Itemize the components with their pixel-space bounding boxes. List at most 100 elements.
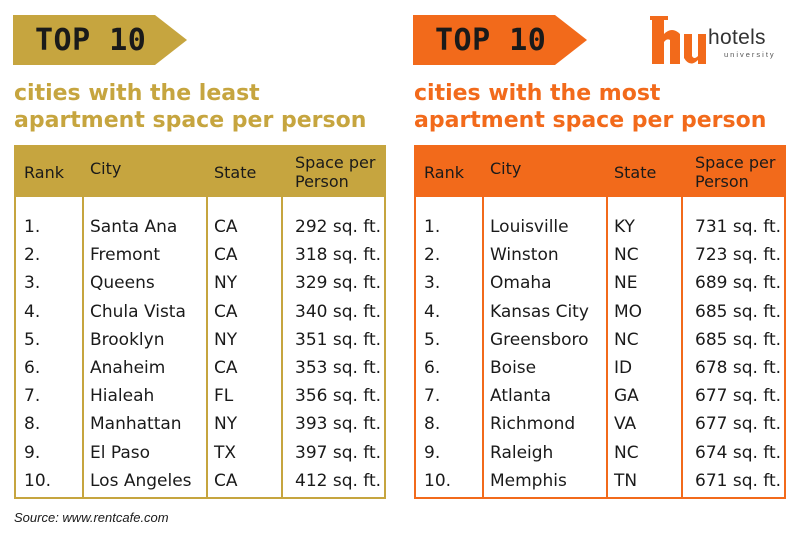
cell-rank: 8. (424, 414, 441, 435)
cell-rank: 2. (424, 245, 441, 266)
column-divider (281, 147, 283, 497)
cell-space: 318 sq. ft. (295, 245, 382, 266)
table-row: 9. Raleigh NC 674 sq. ft. (416, 439, 784, 467)
cell-rank: 9. (424, 442, 441, 463)
header-state: State (614, 162, 657, 182)
cell-state: NC (614, 442, 639, 463)
cell-state: CA (214, 245, 238, 266)
cell-state: GA (614, 386, 639, 407)
table-row: 2. Winston NC 723 sq. ft. (416, 241, 784, 269)
cell-rank: 7. (24, 386, 41, 407)
cell-space: 685 sq. ft. (695, 329, 782, 350)
column-divider (681, 147, 683, 497)
cell-state: NE (614, 273, 638, 294)
cell-rank: 4. (424, 301, 441, 322)
left-table: Rank City State Space per Person 1. Santa… (14, 145, 386, 499)
cell-city: Omaha (490, 273, 552, 294)
cell-city: Winston (490, 245, 559, 266)
cell-rank: 3. (24, 273, 41, 294)
cell-space: 677 sq. ft. (695, 414, 782, 435)
cell-rank: 10. (24, 470, 52, 491)
cell-state: CA (214, 358, 238, 379)
cell-space: 356 sq. ft. (295, 386, 382, 407)
column-divider (482, 147, 484, 497)
cell-city: Santa Ana (90, 217, 178, 238)
cell-state: NY (214, 414, 238, 435)
cell-state: NC (614, 245, 639, 266)
right-subtitle-line2: apartment space per person (414, 108, 767, 133)
left-banner-text: TOP 10 (35, 22, 147, 58)
table-row: 7. Hialeah FL 356 sq. ft. (16, 382, 384, 410)
right-banner-text: TOP 10 (435, 22, 547, 58)
cell-state: TN (614, 470, 638, 491)
cell-city: Raleigh (490, 442, 554, 463)
cell-rank: 7. (424, 386, 441, 407)
cell-space: 329 sq. ft. (295, 273, 382, 294)
cell-state: TX (214, 442, 237, 463)
cell-city: Brooklyn (90, 329, 165, 350)
table-row: 5. Greensboro NC 685 sq. ft. (416, 326, 784, 354)
left-banner: TOP 10 (13, 15, 187, 65)
cell-city: Queens (90, 273, 155, 294)
cell-rank: 1. (24, 217, 41, 238)
hu-logo-icon (650, 16, 706, 64)
cell-space: 731 sq. ft. (695, 217, 782, 238)
cell-state: MO (614, 301, 643, 322)
cell-rank: 5. (24, 329, 41, 350)
cell-rank: 10. (424, 470, 452, 491)
header-rank: Rank (424, 162, 464, 182)
cell-city: Atlanta (490, 386, 551, 407)
cell-city: Chula Vista (90, 301, 186, 322)
cell-space: 351 sq. ft. (295, 329, 382, 350)
cell-space: 723 sq. ft. (695, 245, 782, 266)
right-table-header: Rank City State Space per Person (416, 147, 784, 197)
table-row: 5. Brooklyn NY 351 sq. ft. (16, 326, 384, 354)
left-subtitle-line1: cities with the least (14, 81, 260, 106)
header-rank: Rank (24, 162, 64, 182)
cell-city: Louisville (490, 217, 569, 238)
cell-state: VA (614, 414, 637, 435)
cell-state: NY (214, 273, 238, 294)
cell-rank: 6. (424, 358, 441, 379)
cell-city: Kansas City (490, 301, 589, 322)
cell-state: FL (214, 386, 234, 407)
cell-space: 397 sq. ft. (295, 442, 382, 463)
table-row: 7. Atlanta GA 677 sq. ft. (416, 382, 784, 410)
cell-rank: 6. (24, 358, 41, 379)
cell-state: CA (214, 470, 238, 491)
hotels-university-logo: hotels university (648, 14, 788, 70)
left-subtitle-line2: apartment space per person (14, 108, 367, 133)
right-table: Rank City State Space per Person 1. Louis… (414, 145, 786, 499)
table-row: 6. Boise ID 678 sq. ft. (416, 354, 784, 382)
cell-city: El Paso (90, 442, 151, 463)
cell-rank: 8. (24, 414, 41, 435)
cell-rank: 4. (24, 301, 41, 322)
right-banner: TOP 10 (413, 15, 587, 65)
cell-space: 677 sq. ft. (695, 386, 782, 407)
cell-state: ID (614, 358, 633, 379)
cell-city: Boise (490, 358, 537, 379)
cell-space: 412 sq. ft. (295, 470, 382, 491)
left-table-header: Rank City State Space per Person (16, 147, 384, 197)
cell-space: 353 sq. ft. (295, 358, 382, 379)
column-divider (206, 147, 208, 497)
cell-space: 292 sq. ft. (295, 217, 382, 238)
table-row: 9. El Paso TX 397 sq. ft. (16, 439, 384, 467)
table-row: 8. Richmond VA 677 sq. ft. (416, 410, 784, 438)
cell-space: 671 sq. ft. (695, 470, 782, 491)
table-row: 2. Fremont CA 318 sq. ft. (16, 241, 384, 269)
table-row: 3. Omaha NE 689 sq. ft. (416, 269, 784, 297)
table-row: 4. Kansas City MO 685 sq. ft. (416, 298, 784, 326)
cell-city: Greensboro (490, 329, 589, 350)
table-row: 10. Los Angeles CA 412 sq. ft. (16, 467, 384, 495)
header-state: State (214, 162, 257, 182)
logo-text: hotels (708, 26, 766, 49)
header-city: City (90, 159, 122, 178)
table-row: 8. Manhattan NY 393 sq. ft. (16, 410, 384, 438)
cell-rank: 2. (24, 245, 41, 266)
cell-state: NY (214, 329, 238, 350)
cell-state: NC (614, 329, 639, 350)
cell-state: CA (214, 217, 238, 238)
header-city: City (490, 159, 522, 178)
cell-city: Anaheim (90, 358, 166, 379)
